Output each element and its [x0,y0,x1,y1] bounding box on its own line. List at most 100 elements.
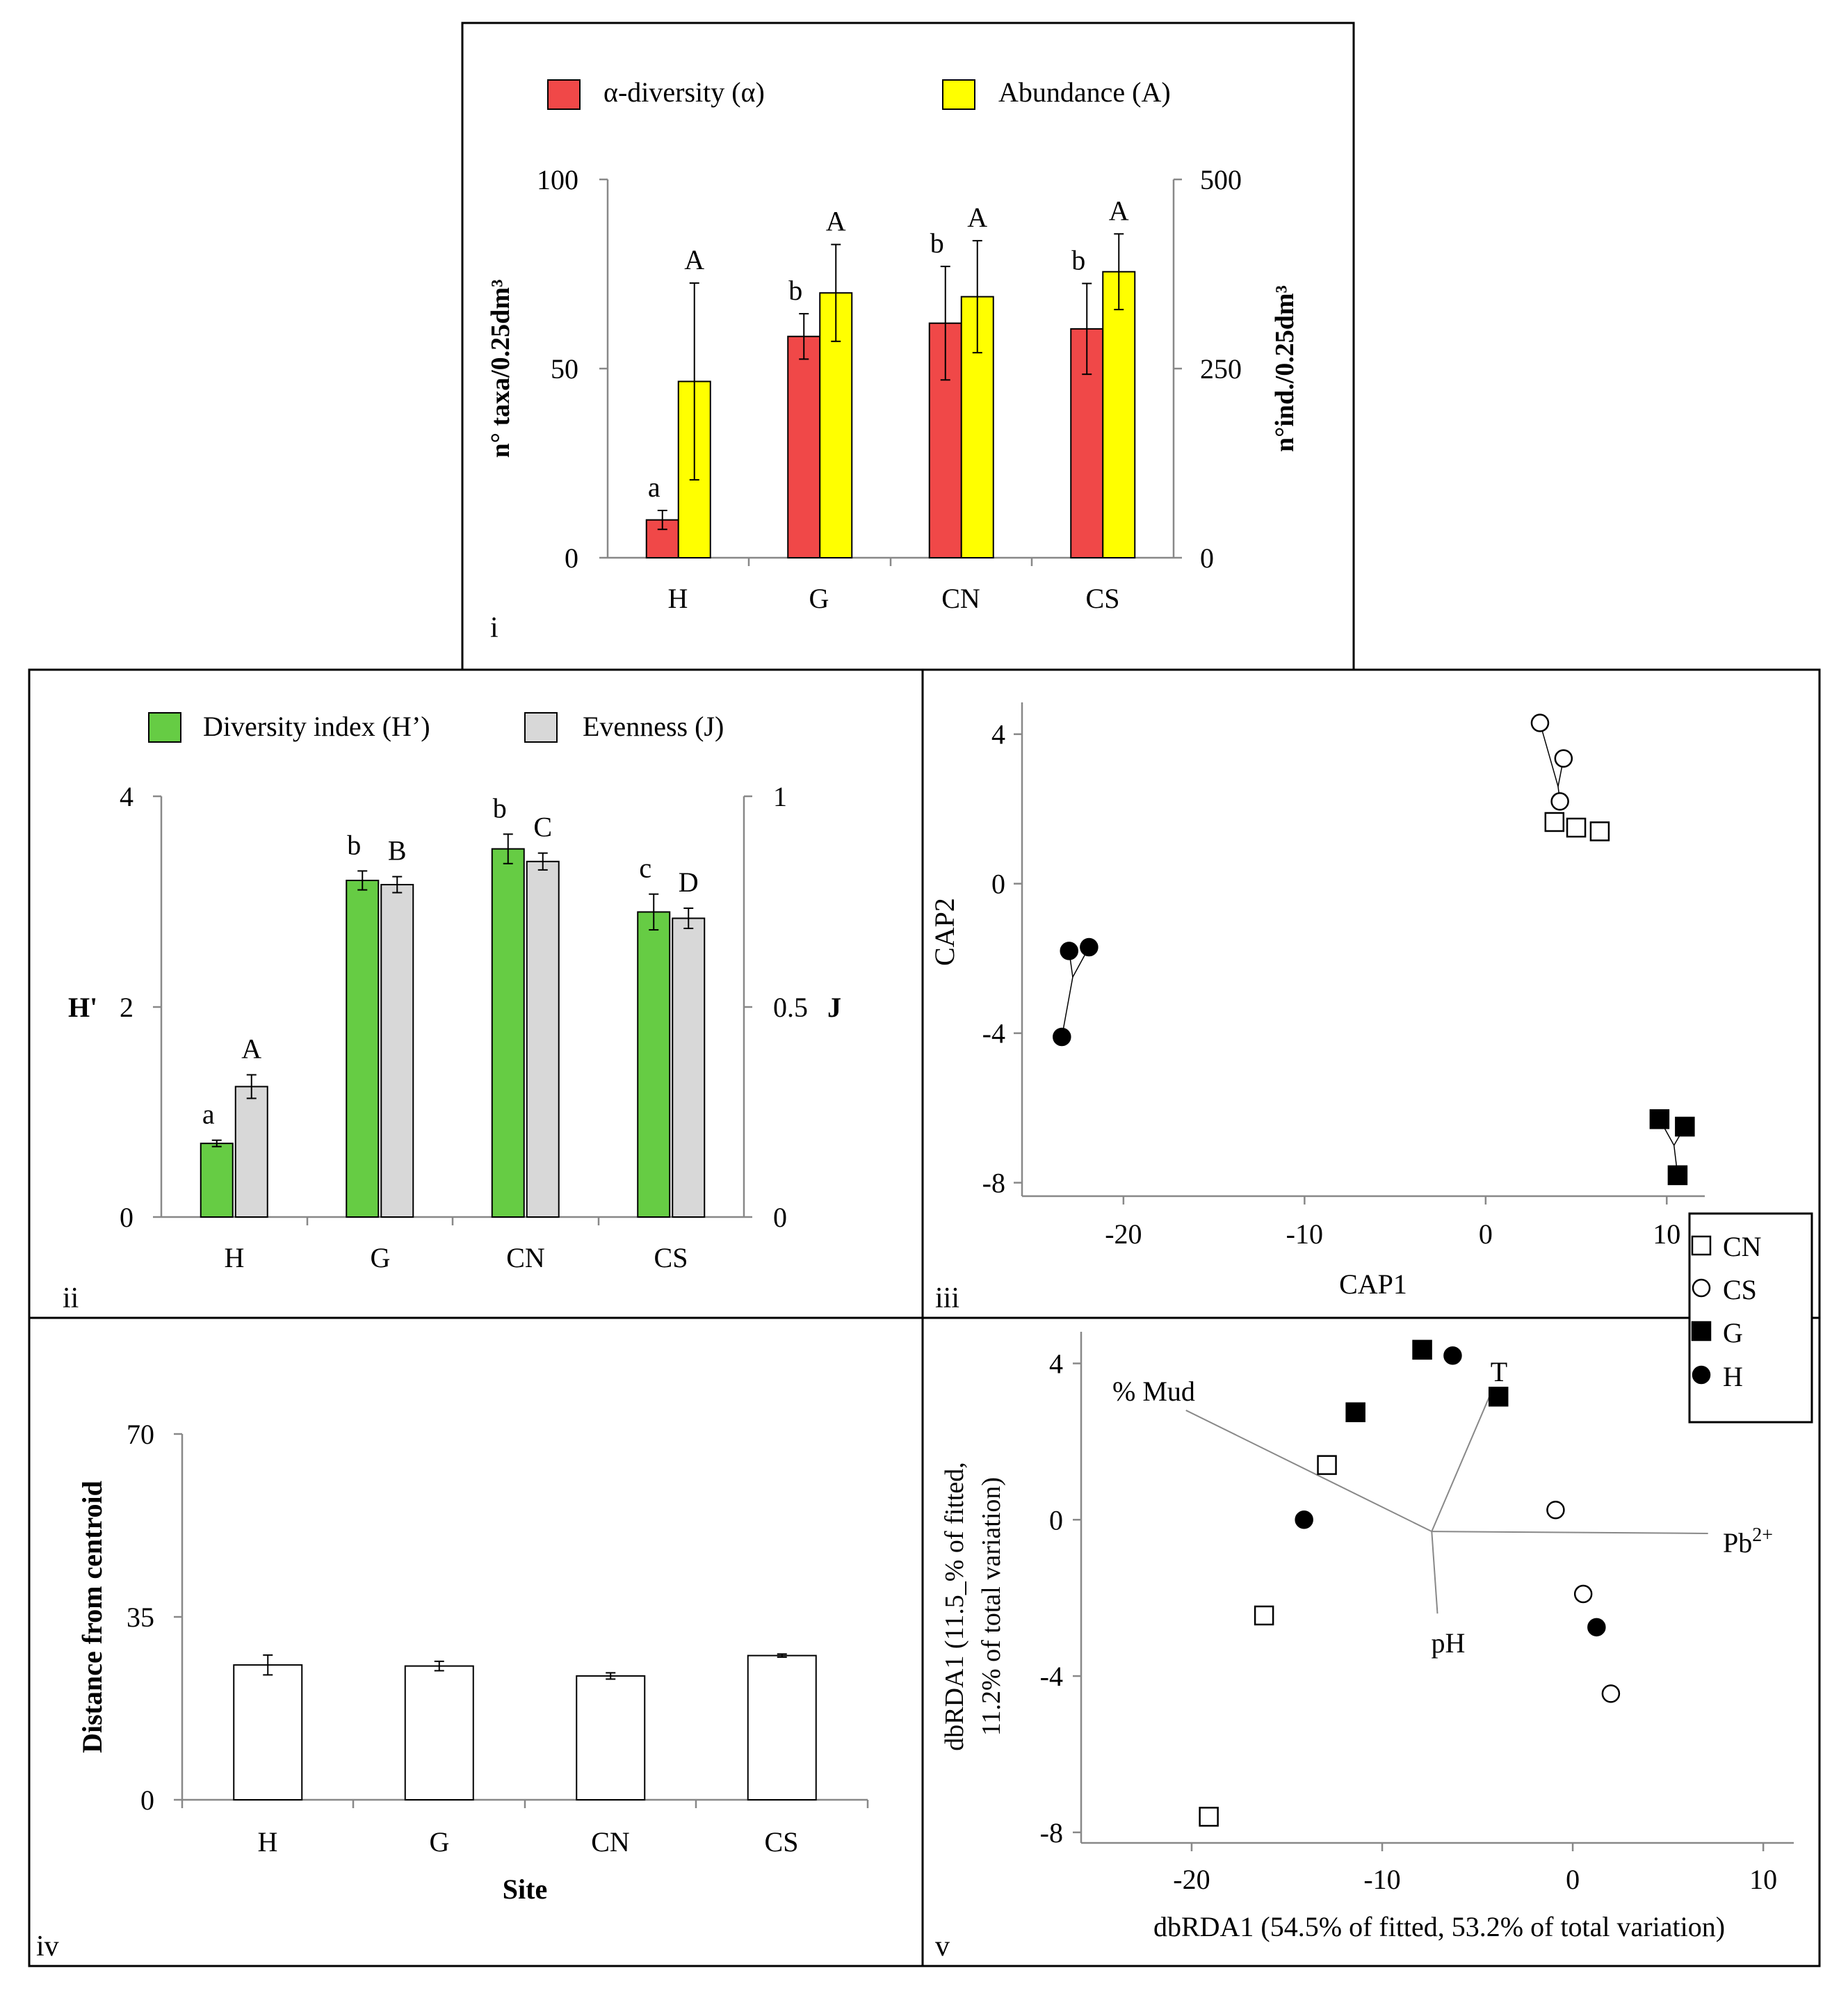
vector-label-t: T [1491,1356,1507,1387]
bar-distance-CN [576,1675,646,1800]
legend-marker-g [1691,1321,1712,1342]
point-iii-H-9 [1060,942,1078,960]
sig-letter-alpha-CS: b [1071,245,1085,276]
x-tick-label-iv-3: CS [765,1826,799,1858]
sig-letter-h-G: b [347,829,361,860]
y-right-tick-labels-i: 0 250 500 [1200,164,1242,574]
y-tick-label-i-0: 0 [565,542,578,574]
point-iii-H-10 [1080,937,1099,957]
bar-alpha-G [787,335,821,558]
y-right-tick-label-i-1: 250 [1200,353,1242,385]
x-tick-label-v-2: 0 [1566,1864,1580,1895]
sig-letter-h-H: a [202,1099,215,1130]
y-tick-label-v-0: -8 [1040,1817,1063,1848]
spider-line-0-0 [1539,723,1559,787]
y-tick-label-ii-2: 4 [120,781,133,812]
sig-letter-alpha-G: b [788,275,802,306]
axes-panel-iii [1021,702,1705,1198]
legend-marker-h [1692,1365,1711,1385]
point-iii-CN-2 [1589,821,1610,841]
x-axis-title-v: dbRDA1 (54.5% of fitted, 53.2% of total … [1153,1911,1725,1942]
x-tick-label-v-1: -10 [1363,1864,1400,1895]
y-tick-labels-ii: 0 2 4 [120,781,133,1233]
point-v-G-7 [1345,1402,1365,1423]
point-v-CN-1 [1254,1605,1274,1626]
x-tick-labels-ii: H G CN CS [225,1242,688,1273]
x-tick-label-iv-0: H [258,1826,278,1858]
panel-label-iv: iv [36,1931,59,1963]
legend-swatch-abundance [942,79,975,110]
point-iii-G-6 [1649,1109,1670,1129]
legend-panel-i: α-diversity (α) Abundance (A) [547,76,1171,110]
panel-label-i: i [490,612,499,644]
sig-letter-j-CS: D [679,867,699,898]
panel-v-chart: -20 -10 0 10 -8 -4 0 4 dbRDA1 (54.5% of fitted,… [935,1332,1794,1963]
point-iii-CS-5 [1550,792,1569,811]
bar-evenness-G [380,884,414,1218]
x-tick-label-iii-1: -10 [1286,1218,1323,1250]
sig-letter-abundance-CN: A [967,202,987,233]
y-tick-label-ii-1: 2 [120,992,133,1023]
bar-diversity-CN [491,848,525,1218]
x-tick-label-i-3: CS [1086,583,1120,614]
legend-label-diversity: Diversity index (H’) [203,711,430,742]
sig-letter-j-CN: C [533,812,552,843]
y-tick-label-i-1: 50 [551,353,578,385]
y-tick-label-v-2: 0 [1049,1504,1063,1536]
points-panel-v [1199,1339,1621,1827]
point-iii-G-7 [1675,1116,1695,1137]
x-tick-labels-i: H G CN CS [668,583,1120,614]
vector-label-ph: pH [1432,1627,1466,1659]
y-axis-title-left-ii: H' [68,992,97,1023]
point-iii-H-11 [1053,1027,1071,1047]
x-axis-title-iv: Site [503,1874,547,1905]
sig-letter-abundance-H: A [684,244,704,275]
y-tick-label-ii-0: 0 [120,1202,133,1233]
point-v-H-11 [1587,1618,1606,1637]
vector-line-pb2 [1432,1531,1708,1534]
legend-swatch-diversity [148,712,181,743]
y-axis-title-left-i: n° taxa/0.25dm³ [486,280,515,458]
panel-v-frame [921,1316,1821,1967]
panel-label-ii: ii [63,1282,79,1314]
legend-label-abundance: Abundance (A) [998,76,1171,108]
axes-panel-v [1080,1332,1794,1844]
panel-i-chart: α-diversity (α) Abundance (A) 0 50 100 0… [486,76,1299,644]
y-right-tick-label-ii-2: 1 [773,781,787,812]
x-tick-label-i-0: H [668,583,688,614]
point-v-CN-2 [1199,1807,1219,1827]
x-tick-label-i-2: CN [941,583,980,614]
panel-i-frame [461,22,1355,671]
legend-label-evenness: Evenness (J) [583,711,724,742]
vector-line-ph [1431,1531,1438,1614]
point-iii-CS-4 [1554,749,1573,768]
vector-label-pb2: Pb2+ [1723,1524,1773,1558]
panel-iv-chart: 0 35 70 H G CN CS Site Distance from cen… [36,1419,869,1963]
y-right-tick-label-i-0: 0 [1200,542,1214,574]
group-legend: CN CS G H [1688,1212,1813,1424]
y-right-tick-label-i-2: 500 [1200,164,1242,195]
panel-iii-frame [921,668,1821,1319]
y-tick-label-v-1: -4 [1040,1661,1063,1692]
bars-panel-iv [233,1653,817,1800]
vector-line-t [1431,1388,1493,1532]
point-iii-CS-3 [1530,714,1550,732]
point-iii-G-8 [1667,1165,1688,1186]
x-tick-label-iii-0: -20 [1105,1218,1142,1250]
ticks-panel-iii: -20 -10 0 10 -8 -4 0 4 [982,719,1681,1250]
y-tick-label-iii-1: -4 [982,1018,1005,1049]
legend-label-alpha: α-diversity (α) [603,76,765,108]
ticks-panel-v: -20 -10 0 10 -8 -4 0 4 [1040,1348,1777,1895]
sig-letter-j-G: B [388,835,407,867]
legend-label-h: H [1723,1361,1743,1392]
y-tick-label-iv-1: 35 [127,1602,154,1633]
y-tick-label-iv-2: 70 [127,1419,154,1450]
legend-swatch-evenness [524,712,558,743]
panel-label-iii: iii [935,1282,959,1314]
x-tick-label-iii-2: 0 [1479,1218,1493,1250]
x-tick-label-iii-3: 10 [1653,1218,1680,1250]
x-tick-label-v-3: 10 [1749,1864,1777,1895]
x-tick-labels-iv: H G CN CS [258,1826,799,1858]
